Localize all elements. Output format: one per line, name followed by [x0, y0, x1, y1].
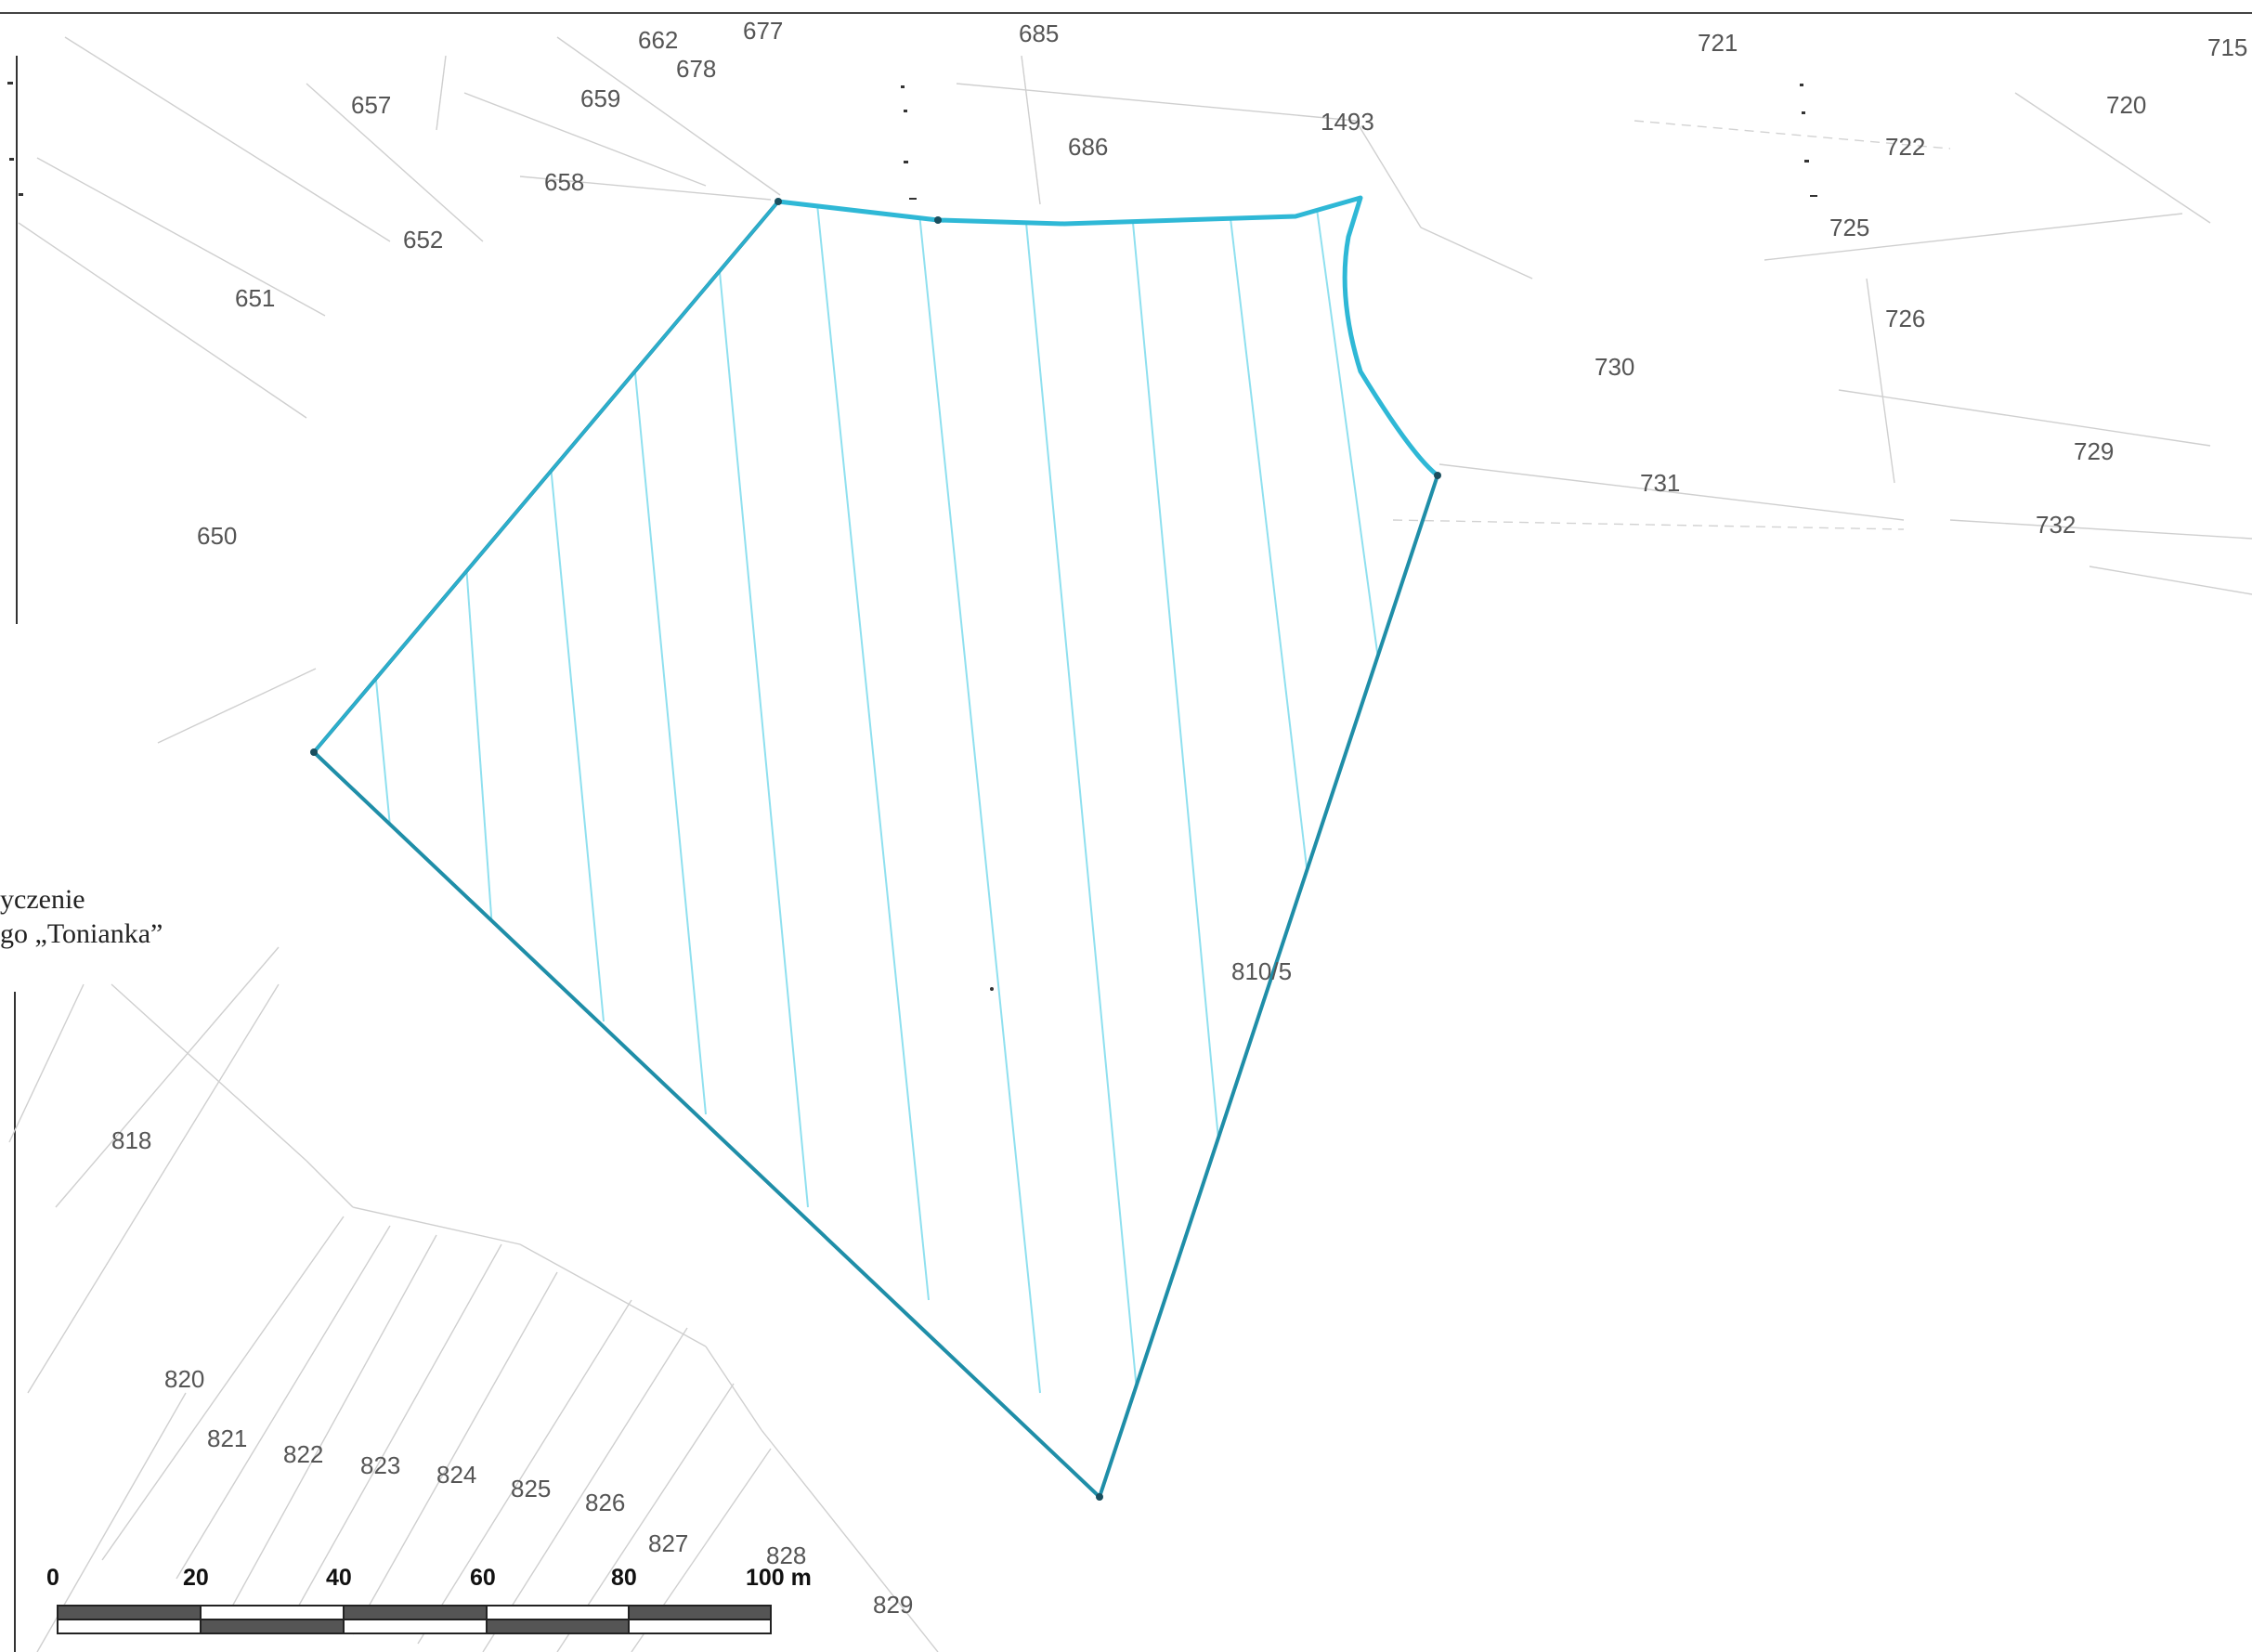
parcel-label-677: 677: [743, 17, 783, 45]
parcel-label-810-5: 810/5: [1231, 957, 1292, 985]
parcel-label-827: 827: [648, 1529, 688, 1557]
parcel-label-825: 825: [511, 1475, 551, 1502]
parcel-label-685: 685: [1019, 20, 1059, 47]
parcel-label-730: 730: [1595, 353, 1634, 381]
parcel-label-818: 818: [111, 1126, 151, 1154]
parcel-label-821: 821: [207, 1424, 247, 1452]
parcel-label-732: 732: [2036, 511, 2076, 539]
parcel-label-826: 826: [585, 1489, 625, 1516]
parcel-label-686: 686: [1068, 133, 1108, 161]
parcel-label-662: 662: [638, 26, 678, 54]
parcel-label-726: 726: [1885, 305, 1925, 332]
parcel-label-722: 722: [1885, 133, 1925, 161]
parcel-label-828: 828: [766, 1541, 806, 1569]
legend-line-2: go „Tonianka”: [0, 918, 163, 949]
scale-tick-40: 40: [326, 1565, 352, 1591]
parcel-label-659: 659: [580, 85, 620, 112]
parcel-label-652: 652: [403, 226, 443, 254]
parcel-label-651: 651: [235, 284, 275, 312]
parcel-labels: 662 677 678 685 721 715 657 659 720 686 …: [111, 17, 2247, 1619]
parcel-label-729: 729: [2074, 437, 2114, 465]
parcel-label-678: 678: [676, 55, 716, 83]
scale-tick-20: 20: [183, 1565, 209, 1591]
parcel-label-720: 720: [2106, 91, 2146, 119]
parcel-label-822: 822: [283, 1440, 323, 1468]
scale-bar-segments: [57, 1605, 772, 1634]
scale-bar: 0 20 40 60 80 100 m: [46, 1565, 812, 1634]
parcel-label-721: 721: [1698, 29, 1738, 57]
parcel-label-1493: 1493: [1321, 108, 1374, 136]
parcel-label-657: 657: [351, 91, 391, 119]
legend: yczenie go „Tonianka”: [0, 884, 163, 949]
parcel-label-829: 829: [873, 1591, 913, 1619]
parcel-label-823: 823: [360, 1451, 400, 1479]
parcel-label-715: 715: [2207, 33, 2247, 61]
parcel-label-725: 725: [1829, 214, 1869, 241]
parcel-label-820: 820: [164, 1365, 204, 1393]
parcel-label-824: 824: [436, 1461, 476, 1489]
scale-tick-60: 60: [470, 1565, 496, 1591]
scale-tick-100m: 100 m: [746, 1565, 812, 1591]
parcel-hatching: [371, 203, 1403, 1450]
parcel-boundaries: [8, 36, 2252, 1652]
scale-tick-0: 0: [46, 1565, 59, 1591]
parcel-label-650: 650: [197, 522, 237, 550]
parcel-label-658: 658: [544, 168, 584, 196]
scale-tick-80: 80: [611, 1565, 637, 1591]
legend-line-1: yczenie: [0, 884, 85, 915]
parcel-label-731: 731: [1640, 469, 1680, 497]
sheet-frame: [0, 12, 2252, 1652]
parcel-810-5-boundary: [310, 195, 1441, 1501]
